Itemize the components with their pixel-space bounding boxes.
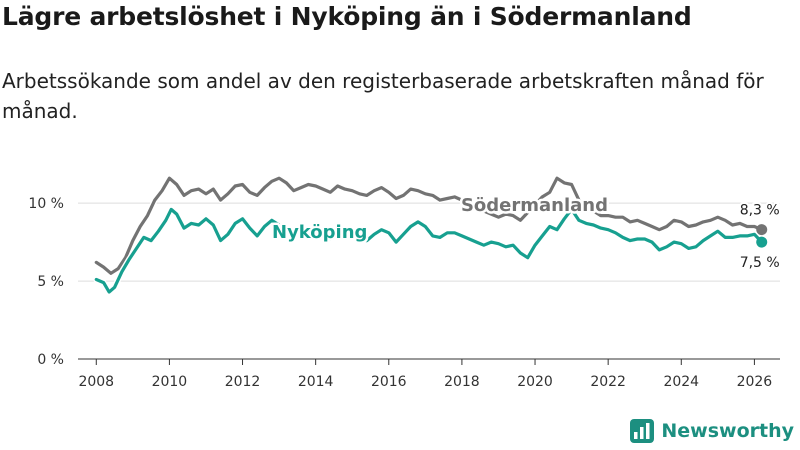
brand-logo: Newsworthy [629,418,794,444]
series-line-nyköping [94,207,764,294]
series-name-label: Nyköping [272,222,367,243]
x-tick-label: 2010 [152,374,188,390]
y-tick-label: 10 % [28,196,64,212]
x-tick-label: 2016 [371,374,407,390]
x-tick-label: 2020 [517,374,553,390]
x-tick-label: 2024 [663,374,699,390]
series-line-halo [93,206,765,295]
x-tick-label: 2018 [444,374,480,390]
x-tick-label: 2022 [590,374,626,390]
chart-title: Lägre arbetslöshet i Nyköping än i Söder… [2,2,692,31]
gridlines [78,202,780,282]
y-tick-label: 5 % [37,274,64,290]
end-value-label: 8,3 % [740,203,780,219]
chart-subtitle: Arbetssökande som andel av den registerb… [2,69,764,123]
x-axis: 0 % 5 % 10 % 2008 2010 2012 2014 2016 2018 2020 20… [28,196,780,390]
x-tick-label: 2012 [225,374,261,390]
x-tick-label: 2014 [298,374,334,390]
series-lines [93,175,768,295]
series-name-label: Södermanland [461,195,608,216]
brand-name: Newsworthy [661,420,794,442]
end-point-marker [756,236,768,248]
end-point-marker [756,224,768,236]
series-labels: Södermanland Nyköping 8,3 % 7,5 % [270,193,782,274]
x-tick-label: 2026 [737,374,773,390]
series-line-södermanland [94,176,764,275]
x-tick-label: 2008 [78,374,114,390]
end-value-label: 7,5 % [740,255,780,271]
y-tick-label: 0 % [37,352,64,368]
newsworthy-logo-icon [630,419,655,443]
